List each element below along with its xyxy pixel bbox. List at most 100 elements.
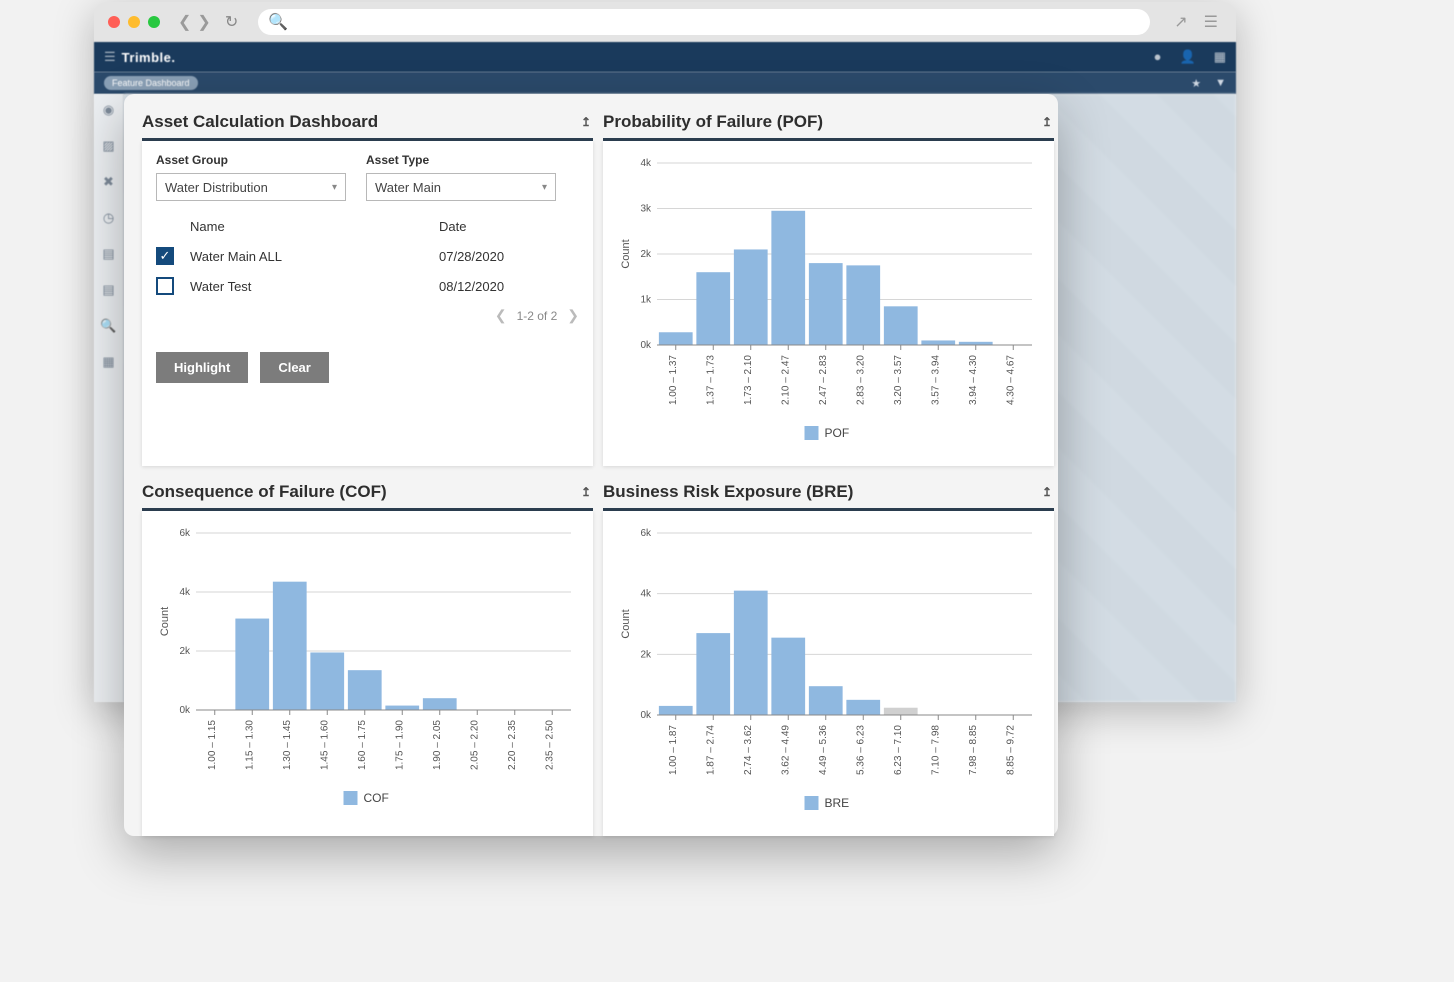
row-name: Water Test: [186, 279, 439, 294]
svg-text:1.90 – 2.05: 1.90 – 2.05: [432, 720, 443, 770]
app-subheader: Feature Dashboard ★ ▼: [94, 72, 1236, 94]
rail-icon[interactable]: ▨: [102, 138, 114, 154]
rail-icon[interactable]: ▤: [102, 246, 114, 262]
pager-text: 1-2 of 2: [517, 309, 558, 323]
collapse-icon[interactable]: ↥: [1040, 483, 1054, 501]
rail-icon[interactable]: 🔍: [100, 318, 116, 334]
svg-text:0k: 0k: [640, 710, 652, 721]
collapse-icon[interactable]: ↥: [1040, 113, 1054, 131]
row-name: Water Main ALL: [186, 249, 439, 264]
svg-text:3.20 – 3.57: 3.20 – 3.57: [893, 355, 904, 405]
bre-chart: 0k2k4k6kCount1.00 – 1.871.87 – 2.742.74 …: [617, 523, 1040, 824]
svg-text:1.45 – 1.60: 1.45 – 1.60: [319, 720, 330, 770]
grid-icon[interactable]: ▦: [1214, 49, 1226, 65]
collapse-icon[interactable]: ↥: [579, 483, 593, 501]
svg-text:7.98 – 8.85: 7.98 – 8.85: [968, 725, 979, 775]
row-date: 07/28/2020: [439, 249, 579, 264]
svg-text:4.30 – 4.67: 4.30 – 4.67: [1005, 355, 1016, 405]
svg-text:Count: Count: [620, 609, 632, 638]
rail-icon[interactable]: ▤: [102, 282, 114, 298]
svg-text:2k: 2k: [179, 646, 191, 657]
dashboard-modal: Asset Calculation Dashboard ↥ Asset Grou…: [124, 94, 1058, 836]
svg-text:6k: 6k: [179, 528, 191, 539]
panel-title: Asset Calculation Dashboard: [142, 112, 378, 132]
panel-asset-calc: Asset Calculation Dashboard ↥ Asset Grou…: [142, 112, 593, 466]
svg-text:3k: 3k: [640, 204, 652, 215]
asset-group-value: Water Distribution: [165, 180, 268, 195]
svg-text:6k: 6k: [640, 528, 652, 539]
svg-text:1.30 – 1.45: 1.30 – 1.45: [282, 720, 293, 770]
menu-icon[interactable]: ☰: [1200, 12, 1222, 32]
svg-text:8.85 – 9.72: 8.85 – 9.72: [1005, 725, 1016, 775]
svg-text:1.15 – 1.30: 1.15 – 1.30: [244, 720, 255, 770]
svg-text:1.73 – 2.10: 1.73 – 2.10: [743, 355, 754, 405]
highlight-button[interactable]: Highlight: [156, 352, 248, 383]
svg-text:3.57 – 3.94: 3.57 – 3.94: [930, 355, 941, 405]
svg-text:2.10 – 2.47: 2.10 – 2.47: [780, 355, 791, 405]
svg-text:4k: 4k: [640, 589, 652, 600]
svg-text:1.00 – 1.15: 1.00 – 1.15: [207, 720, 218, 770]
svg-text:2k: 2k: [640, 649, 652, 660]
svg-text:1k: 1k: [640, 295, 652, 306]
rail-icon[interactable]: ✖: [103, 174, 114, 190]
svg-text:Count: Count: [620, 239, 632, 268]
address-bar[interactable]: 🔍: [258, 9, 1150, 35]
close-window-icon[interactable]: [108, 16, 120, 28]
notification-icon[interactable]: ●: [1154, 49, 1162, 65]
panel-cof: Consequence of Failure (COF) ↥ 0k2k4k6kC…: [142, 482, 593, 836]
svg-text:1.37 – 1.73: 1.37 – 1.73: [705, 355, 716, 405]
minimize-window-icon[interactable]: [128, 16, 140, 28]
window-controls: [108, 16, 160, 28]
asset-group-select[interactable]: Water Distribution ▾: [156, 173, 346, 201]
asset-type-value: Water Main: [375, 180, 441, 195]
refresh-icon[interactable]: ↻: [225, 12, 238, 32]
panel-bre: Business Risk Exposure (BRE) ↥ 0k 2k 4k 6k C…: [603, 482, 1054, 836]
svg-text:2k: 2k: [640, 249, 652, 260]
back-icon[interactable]: ❮: [178, 12, 191, 32]
svg-text:2.47 – 2.83: 2.47 – 2.83: [818, 355, 829, 405]
rail-icon[interactable]: ◉: [103, 102, 114, 118]
asset-group-label: Asset Group: [156, 153, 346, 167]
pager-prev-icon[interactable]: ❮: [495, 307, 507, 324]
pof-chart: 0k1k2k3k4kCount1.00 – 1.371.37 – 1.731.7…: [617, 153, 1040, 454]
pin-icon[interactable]: ★: [1191, 77, 1201, 90]
pager: ❮ 1-2 of 2 ❯: [156, 307, 579, 324]
forward-icon[interactable]: ❯: [197, 12, 210, 32]
app-header: ☰ Trimble. ● 👤 ▦: [94, 42, 1236, 72]
browser-chrome: ❮ ❯ ↻ 🔍 ↗ ☰: [94, 2, 1236, 42]
svg-text:COF: COF: [364, 791, 389, 805]
svg-text:POF: POF: [825, 426, 850, 440]
user-icon[interactable]: 👤: [1180, 49, 1196, 65]
collapse-icon[interactable]: ↥: [579, 113, 593, 131]
row-checkbox[interactable]: [156, 277, 174, 295]
rail-icon[interactable]: ◷: [103, 210, 114, 226]
svg-text:2.35 – 2.50: 2.35 – 2.50: [544, 720, 555, 770]
maximize-window-icon[interactable]: [148, 16, 160, 28]
asset-table: Name Date ✓Water Main ALL07/28/2020Water…: [156, 211, 579, 324]
svg-text:3.62 – 4.49: 3.62 – 4.49: [780, 725, 791, 775]
table-row[interactable]: ✓ Water Main ALL07/28/2020: [156, 241, 579, 271]
filter-icon[interactable]: ▼: [1215, 77, 1226, 90]
svg-text:2.20 – 2.35: 2.20 – 2.35: [507, 720, 518, 770]
row-date: 08/12/2020: [439, 279, 579, 294]
panel-title: Business Risk Exposure (BRE): [603, 482, 853, 502]
asset-type-select[interactable]: Water Main ▾: [366, 173, 556, 201]
brand-logo: Trimble.: [122, 50, 176, 65]
svg-text:1.60 – 1.75: 1.60 – 1.75: [357, 720, 368, 770]
table-row[interactable]: Water Test08/12/2020: [156, 271, 579, 301]
svg-text:5.36 – 6.23: 5.36 – 6.23: [855, 725, 866, 775]
col-name: Name: [186, 219, 439, 234]
svg-text:2.83 – 3.20: 2.83 – 3.20: [855, 355, 866, 405]
svg-text:4k: 4k: [179, 587, 191, 598]
menu-toggle-icon[interactable]: ☰: [104, 49, 116, 65]
pager-next-icon[interactable]: ❯: [567, 307, 579, 324]
breadcrumb-pill[interactable]: Feature Dashboard: [104, 76, 198, 90]
clear-button[interactable]: Clear: [260, 352, 329, 383]
svg-text:1.00 – 1.37: 1.00 – 1.37: [668, 355, 679, 405]
svg-text:7.10 – 7.98: 7.10 – 7.98: [930, 725, 941, 775]
svg-text:Count: Count: [159, 607, 171, 636]
expand-icon[interactable]: ↗: [1170, 12, 1191, 32]
rail-icon[interactable]: ▦: [102, 354, 114, 370]
svg-text:6.23 – 7.10: 6.23 – 7.10: [893, 725, 904, 775]
row-checkbox[interactable]: ✓: [156, 247, 174, 265]
